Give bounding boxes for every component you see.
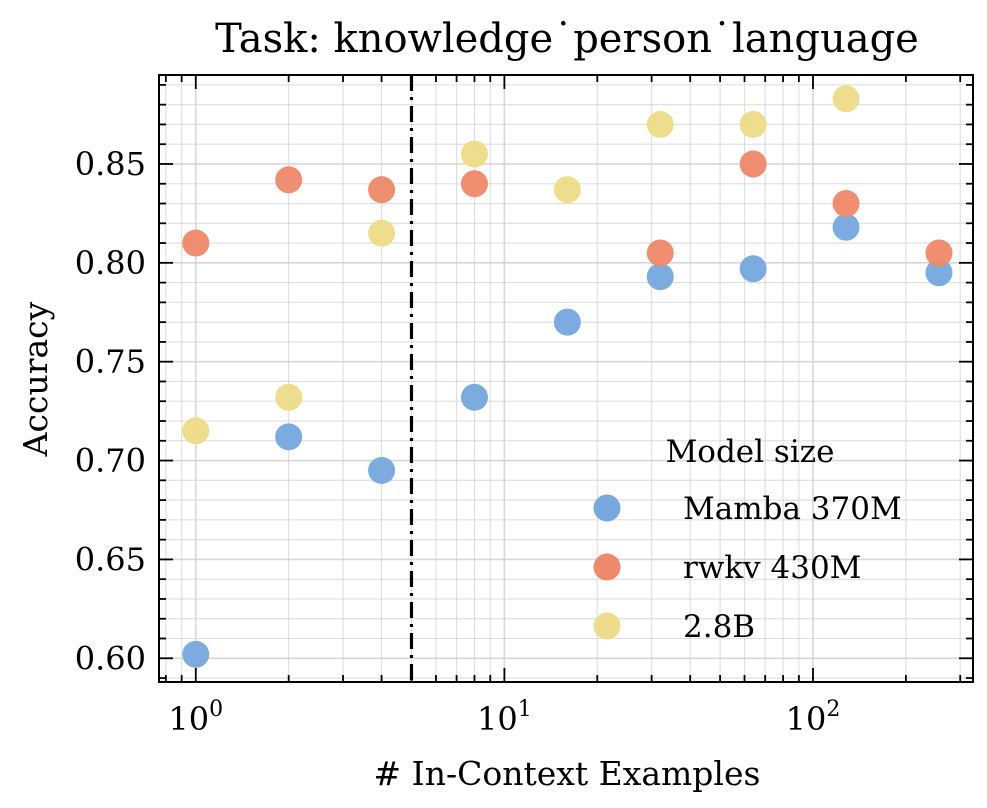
scatter-point bbox=[646, 239, 674, 267]
chart-title: Task: knowledge˙person˙language bbox=[215, 16, 919, 62]
x-tick-base: 10 bbox=[477, 700, 518, 738]
scatter-point bbox=[275, 166, 303, 194]
scatter-point bbox=[460, 383, 488, 411]
scatter-point bbox=[925, 239, 953, 267]
scatter-point bbox=[925, 259, 953, 287]
y-tick-label: 0.75 bbox=[75, 343, 146, 381]
y-tick-label: 0.65 bbox=[75, 540, 146, 578]
x-axis-label: # In-Context Examples bbox=[374, 754, 761, 793]
scatter-point bbox=[646, 263, 674, 291]
legend-label: rwkv 430M bbox=[683, 550, 861, 586]
x-tick-label: 100 bbox=[168, 697, 223, 738]
legend-marker bbox=[593, 612, 621, 640]
x-tick-exponent: 2 bbox=[826, 697, 840, 722]
y-tick-label: 0.70 bbox=[75, 442, 146, 480]
y-tick-label: 0.60 bbox=[75, 639, 146, 677]
data-points bbox=[182, 85, 953, 668]
scatter-point bbox=[553, 176, 581, 204]
scatter-point bbox=[275, 383, 303, 411]
scatter-point bbox=[460, 170, 488, 198]
x-tick-base: 10 bbox=[168, 700, 209, 738]
legend-label: 2.8B bbox=[683, 609, 755, 645]
scatter-point bbox=[182, 640, 210, 668]
scatter-point bbox=[646, 110, 674, 138]
scatter-point bbox=[832, 190, 860, 218]
legend-label: Mamba 370M bbox=[683, 491, 902, 527]
scatter-point bbox=[368, 176, 396, 204]
scatter-point bbox=[275, 423, 303, 451]
x-tick-exponent: 0 bbox=[209, 697, 223, 722]
scatter-point bbox=[553, 308, 581, 336]
scatter-point bbox=[832, 85, 860, 113]
x-tick-label: 101 bbox=[477, 697, 532, 738]
scatter-point bbox=[460, 140, 488, 168]
scatter-point bbox=[368, 219, 396, 247]
scatter-point bbox=[739, 150, 767, 178]
x-tick-base: 10 bbox=[786, 700, 827, 738]
legend: Model size Mamba 370M rwkv 430M 2.8B bbox=[593, 434, 902, 645]
x-tick-exponent: 1 bbox=[518, 697, 532, 722]
scatter-point bbox=[739, 110, 767, 138]
legend-title: Model size bbox=[666, 434, 835, 470]
legend-marker bbox=[593, 553, 621, 581]
plot-frame bbox=[158, 74, 974, 683]
scatter-point bbox=[368, 456, 396, 484]
axis-ticks bbox=[159, 75, 973, 682]
scatter-point bbox=[832, 213, 860, 241]
legend-marker bbox=[593, 494, 621, 522]
x-tick-label: 102 bbox=[786, 697, 841, 738]
y-tick-label: 0.80 bbox=[75, 244, 146, 282]
y-axis-label: Accuracy bbox=[16, 301, 55, 457]
scatter-point bbox=[182, 229, 210, 257]
scatter-point bbox=[739, 255, 767, 283]
scatter-point bbox=[182, 417, 210, 445]
y-tick-label: 0.85 bbox=[75, 145, 146, 183]
